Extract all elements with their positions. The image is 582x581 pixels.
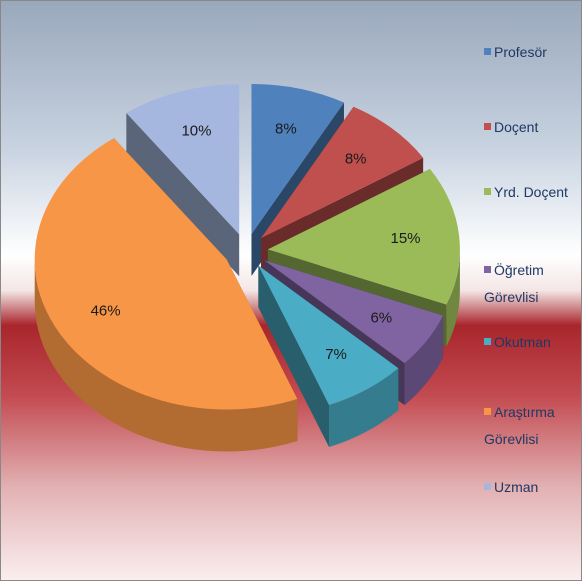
legend-swatch [484,483,491,490]
legend-entry: Okutman [484,329,570,356]
legend-label: Profesör [494,44,547,60]
slice-top [258,265,399,406]
slice-wall [446,249,460,347]
slice-wall [329,368,399,448]
data-label: 10% [181,123,211,140]
data-label: 46% [91,302,121,319]
legend-entry: Yrd. Doçent [484,179,570,206]
legend-entry: Profesör [484,39,570,66]
legend-swatch [484,338,491,345]
data-label: 6% [370,309,392,326]
legend-label: Araştırma Görevlisi [484,404,555,447]
legend-label: Okutman [494,334,551,350]
slice-top [264,260,444,364]
legend-label: Doçent [494,119,539,135]
slice-wall [34,259,298,452]
data-label: 15% [391,230,421,247]
slice-top [34,138,298,410]
slice-top [126,84,240,235]
pie-slice [34,138,298,452]
legend-entry: Öğretim Görevlisi [484,257,570,311]
pie-chart: 8% 10% 8% 15% 46% 6% 7% [34,83,460,452]
data-label: 7% [325,346,347,363]
slice-top [261,106,424,239]
pie-slice [126,84,240,277]
pie-slice [258,265,399,448]
legend-swatch [484,188,491,195]
legend-label: Yrd. Doçent [494,184,568,200]
legend-entry: Araştırma Görevlisi [484,399,570,453]
slice-top [251,83,344,234]
legend-swatch [484,408,491,415]
legend-swatch [484,266,491,273]
legend-entry: Doçent [484,114,570,141]
slice-side [258,265,330,448]
slice-top [267,168,460,305]
legend-swatch [484,123,491,130]
legend-label: Öğretim Görevlisi [484,262,544,305]
data-label: 8% [345,150,367,167]
legend-label: Uzman [494,479,539,495]
legend-entry: Uzman [484,474,570,501]
slice-wall [404,315,444,406]
legend-swatch [484,48,491,55]
data-label: 8% [275,120,297,137]
slice-side [126,112,240,277]
